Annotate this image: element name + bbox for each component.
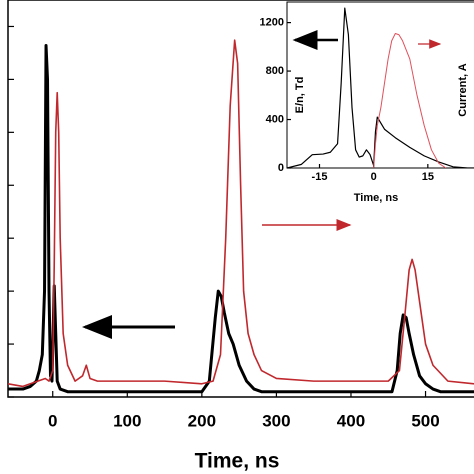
inset-frame	[286, 1, 474, 169]
y-tick-label: 400	[266, 113, 284, 125]
x-tick-label: -15	[312, 171, 328, 183]
x-tick-label: 100	[113, 411, 141, 430]
x-tick-label: 300	[262, 411, 290, 430]
inset-y2-title: Current, A	[457, 63, 469, 116]
y-tick-label: 1200	[260, 17, 284, 29]
series-group	[8, 39, 474, 394]
y-tick-label: 800	[266, 65, 284, 77]
plot-frame	[7, 0, 474, 398]
x-tick-label: 400	[337, 411, 365, 430]
x-tick-label: 0	[371, 171, 377, 183]
x-axis-title: Time, ns	[195, 450, 280, 473]
series-line	[287, 7, 474, 168]
x-tick-label: 500	[411, 411, 439, 430]
x-tick-label: 15	[422, 171, 434, 183]
series-line	[8, 39, 474, 388]
main-plot: 0 100 200 300 400 500	[8, 25, 474, 430]
inset-plot: -150153004008001200	[260, 7, 474, 183]
series-line	[373, 33, 447, 168]
inset-x-title: Time, ns	[354, 192, 398, 204]
x-tick-label: 200	[188, 411, 216, 430]
x-tick-label: 0	[48, 411, 57, 430]
series-line	[8, 44, 474, 394]
inset-y-title: E/n, Td	[294, 77, 306, 114]
series-group	[287, 7, 474, 168]
y-tick-label: 0	[278, 162, 284, 174]
